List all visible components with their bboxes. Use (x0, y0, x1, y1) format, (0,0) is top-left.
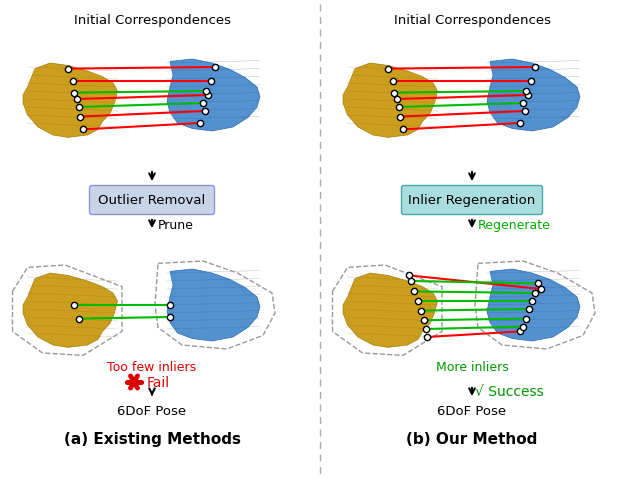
Text: Prune: Prune (158, 219, 194, 232)
Polygon shape (343, 64, 438, 138)
Polygon shape (167, 60, 260, 132)
Text: Inlier Regeneration: Inlier Regeneration (408, 194, 536, 207)
Text: Initial Correspondences: Initial Correspondences (394, 14, 550, 27)
Text: (b) Our Method: (b) Our Method (406, 432, 538, 446)
Text: More inliers: More inliers (436, 361, 508, 374)
FancyBboxPatch shape (90, 186, 214, 215)
Text: √ Success: √ Success (475, 384, 544, 398)
Text: (a) Existing Methods: (a) Existing Methods (63, 432, 241, 446)
Polygon shape (23, 274, 118, 348)
Text: Too few inliers: Too few inliers (108, 361, 196, 374)
Text: Regenerate: Regenerate (478, 219, 551, 232)
Text: Outlier Removal: Outlier Removal (99, 194, 205, 207)
Polygon shape (343, 274, 438, 348)
Polygon shape (23, 64, 118, 138)
Text: 6DoF Pose: 6DoF Pose (437, 405, 507, 418)
Polygon shape (487, 60, 580, 132)
Polygon shape (487, 269, 580, 341)
FancyBboxPatch shape (401, 186, 543, 215)
Polygon shape (167, 269, 260, 341)
Text: 6DoF Pose: 6DoF Pose (117, 405, 187, 418)
Text: Fail: Fail (147, 375, 170, 389)
Text: Initial Correspondences: Initial Correspondences (74, 14, 230, 27)
